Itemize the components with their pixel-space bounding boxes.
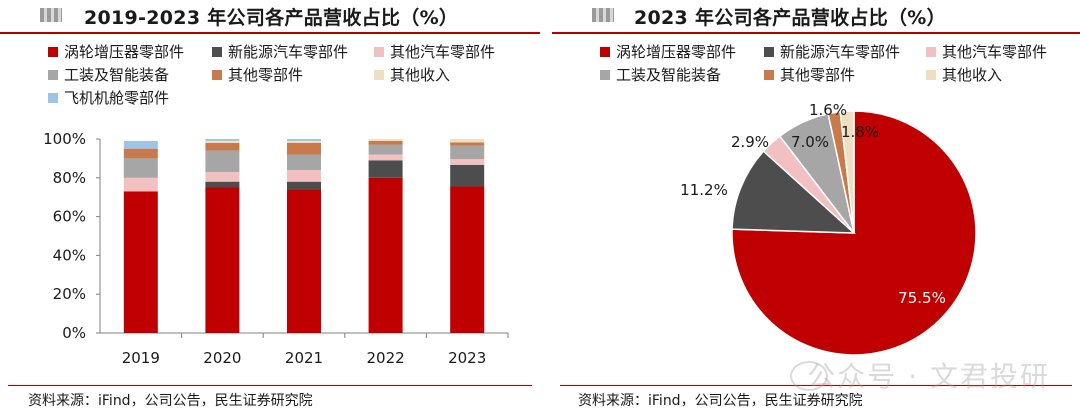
bar-segment	[123, 191, 158, 333]
legend-swatch	[212, 70, 222, 80]
legend-swatch	[374, 70, 384, 80]
legend-label: 涡轮增压器零部件	[616, 43, 736, 61]
bar-segment	[368, 177, 403, 333]
watermark-chat-icon	[790, 361, 828, 391]
y-tick-label: 80%	[53, 169, 86, 187]
bar-segment	[368, 140, 403, 145]
bar-segment	[205, 142, 240, 151]
bar-segment	[205, 140, 240, 143]
bar-segment	[123, 148, 158, 159]
legend-swatch	[212, 47, 222, 57]
legend-label: 其他零部件	[780, 66, 855, 84]
bar-segment	[205, 187, 240, 333]
y-tick-label: 20%	[53, 285, 86, 303]
bar-segment	[450, 139, 485, 143]
legend-swatch	[764, 47, 774, 57]
pie-data-label: 7.0%	[791, 133, 829, 151]
bar-segment	[205, 150, 240, 172]
legend-label: 其他零部件	[228, 66, 303, 84]
legend-label: 新能源汽车零部件	[228, 43, 348, 61]
x-tick-label: 2021	[285, 349, 323, 367]
title-marker-icon	[592, 8, 614, 22]
bar-segment	[287, 154, 321, 171]
left-source-note: 资料来源：iFind，公司公告，民生证券研究院	[28, 393, 313, 409]
bar-segment	[123, 158, 158, 178]
legend-swatch	[926, 47, 936, 57]
pie-data-label: 1.8%	[841, 123, 879, 141]
legend-label: 工装及智能装备	[616, 66, 721, 84]
y-tick-label: 40%	[53, 246, 86, 264]
y-tick-label: 60%	[53, 208, 86, 226]
right-title-bar: 2023 年公司各产品营收占比（%）	[552, 0, 1080, 34]
bar-segment	[368, 154, 403, 161]
y-tick-label: 0%	[62, 324, 86, 342]
left-chart-title: 2019-2023 年公司各产品营收占比（%）	[84, 7, 459, 29]
legend-label: 其他汽车零部件	[942, 43, 1047, 61]
bar-segment	[368, 144, 403, 155]
bar-segment	[368, 160, 403, 178]
bar-segment	[123, 140, 158, 149]
legend-label: 其他汽车零部件	[390, 43, 495, 61]
bar-segment	[368, 139, 403, 141]
bar-segment	[287, 140, 321, 143]
pie-data-label: 11.2%	[680, 181, 728, 199]
bar-segment	[450, 186, 485, 333]
left-chart-panel: 2019-2023 年公司各产品营收占比（%） 涡轮增压器零部件 新能源汽车零部件…	[0, 0, 540, 409]
bar-segment	[450, 142, 485, 146]
pie-data-label: 2.9%	[731, 133, 769, 151]
pie-slice	[839, 110, 855, 234]
left-source-rule	[8, 385, 532, 386]
pie-data-label: 1.6%	[809, 101, 847, 119]
bar-segment	[205, 139, 240, 141]
watermark-text: 公众号 · 文君投研	[807, 360, 1050, 393]
pie-slice	[731, 150, 857, 234]
legend-label: 新能源汽车零部件	[780, 43, 900, 61]
left-title-bar: 2019-2023 年公司各产品营收占比（%）	[0, 0, 540, 34]
title-marker-icon	[40, 8, 62, 22]
x-tick-label: 2023	[448, 349, 486, 367]
right-source-note: 资料来源：iFind，公司公告，民生证券研究院	[578, 393, 863, 409]
legend-label: 其他收入	[390, 66, 450, 84]
legend-label: 其他收入	[942, 66, 1002, 84]
bar-segment	[205, 181, 240, 188]
pie-data-label: 75.5%	[898, 289, 946, 307]
right-chart-title: 2023 年公司各产品营收占比（%）	[634, 7, 946, 29]
x-tick-label: 2019	[122, 349, 160, 367]
bar-segment	[450, 145, 485, 160]
legend-swatch	[600, 47, 610, 57]
bar-segment	[123, 177, 158, 192]
x-tick-label: 2022	[367, 349, 405, 367]
bar-segment	[287, 181, 321, 190]
legend-label: 涡轮增压器零部件	[64, 43, 184, 61]
bar-segment	[450, 159, 485, 165]
bar-segment	[287, 139, 321, 141]
legend-swatch	[764, 70, 774, 80]
y-tick-label: 100%	[43, 130, 86, 148]
legend-swatch	[48, 70, 58, 80]
legend-swatch	[926, 70, 936, 80]
bar-segment	[287, 142, 321, 155]
bar-segment	[287, 170, 321, 182]
legend-label: 飞机机舱零部件	[64, 89, 169, 107]
legend-swatch	[374, 47, 384, 57]
legend-swatch	[48, 93, 58, 103]
legend-swatch	[600, 70, 610, 80]
x-tick-label: 2020	[203, 349, 241, 367]
right-chart-panel: 2023 年公司各产品营收占比（%） 涡轮增压器零部件 新能源汽车零部件 其他汽车零…	[552, 0, 1080, 413]
legend-swatch	[48, 47, 58, 57]
bar-segment	[287, 189, 321, 333]
bar-segment	[450, 164, 485, 187]
bar-segment	[205, 171, 240, 182]
legend-label: 工装及智能装备	[64, 66, 169, 84]
